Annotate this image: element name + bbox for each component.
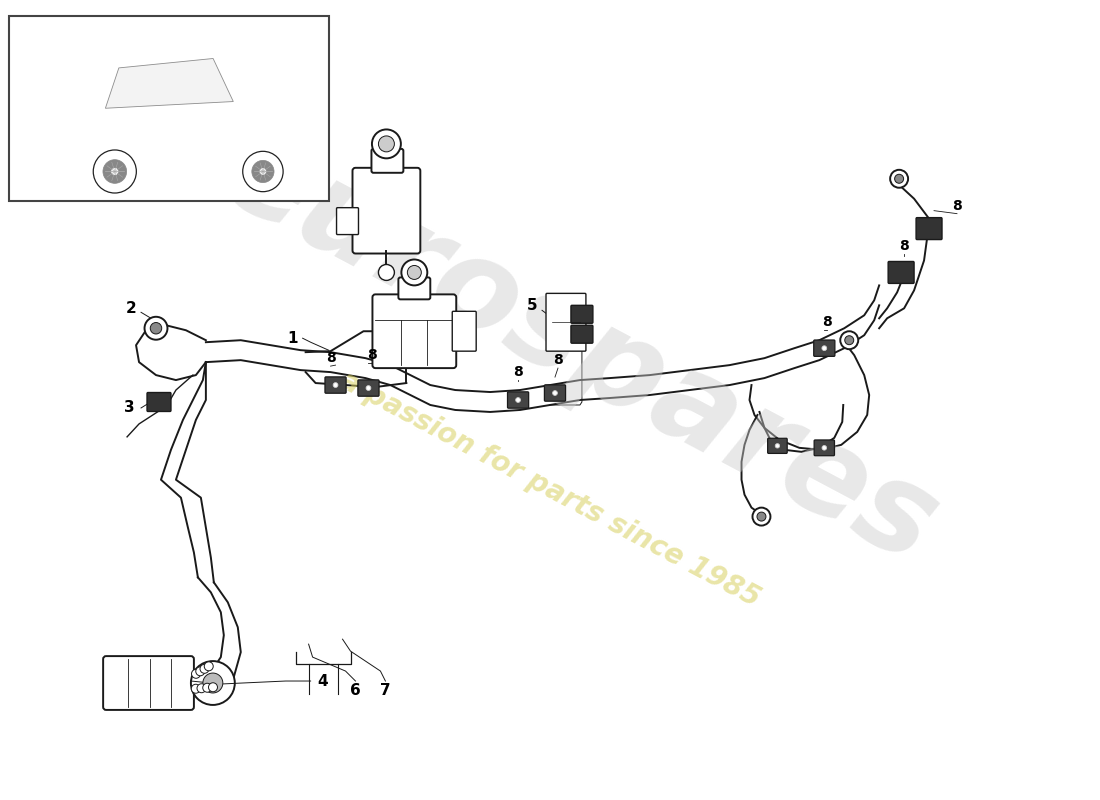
Circle shape	[197, 684, 206, 693]
Circle shape	[196, 667, 205, 676]
FancyBboxPatch shape	[358, 380, 379, 396]
FancyBboxPatch shape	[352, 168, 420, 254]
Text: 8: 8	[553, 353, 563, 367]
Circle shape	[402, 259, 427, 286]
Circle shape	[378, 265, 395, 281]
Text: 4: 4	[317, 674, 328, 689]
FancyBboxPatch shape	[814, 440, 835, 456]
FancyBboxPatch shape	[147, 393, 170, 411]
Circle shape	[103, 160, 127, 183]
FancyBboxPatch shape	[373, 294, 456, 368]
Text: 6: 6	[350, 683, 361, 698]
Text: 3: 3	[124, 401, 134, 415]
FancyBboxPatch shape	[398, 278, 430, 299]
Circle shape	[252, 160, 274, 182]
Text: 8: 8	[899, 238, 909, 253]
Circle shape	[407, 266, 421, 279]
Circle shape	[366, 386, 371, 390]
Circle shape	[822, 346, 827, 350]
Text: eurospares: eurospares	[202, 111, 957, 589]
FancyBboxPatch shape	[372, 149, 404, 173]
FancyBboxPatch shape	[546, 294, 586, 351]
Circle shape	[144, 317, 167, 340]
Text: 8: 8	[953, 198, 961, 213]
FancyBboxPatch shape	[452, 311, 476, 351]
Circle shape	[260, 169, 266, 174]
FancyBboxPatch shape	[103, 656, 194, 710]
Circle shape	[822, 446, 826, 450]
Circle shape	[840, 331, 858, 349]
Circle shape	[845, 336, 854, 345]
Circle shape	[191, 661, 234, 705]
FancyBboxPatch shape	[337, 208, 359, 234]
Circle shape	[757, 512, 766, 521]
FancyBboxPatch shape	[571, 306, 593, 323]
FancyBboxPatch shape	[888, 262, 914, 283]
Circle shape	[516, 398, 520, 402]
Bar	[10, 16, 329, 201]
Circle shape	[372, 130, 400, 158]
FancyBboxPatch shape	[814, 340, 835, 356]
Circle shape	[378, 136, 395, 152]
Circle shape	[191, 670, 200, 678]
Circle shape	[890, 170, 909, 188]
Circle shape	[776, 444, 780, 448]
Text: 8: 8	[823, 315, 833, 330]
FancyBboxPatch shape	[324, 377, 346, 394]
Circle shape	[205, 662, 213, 671]
Circle shape	[200, 664, 209, 674]
FancyBboxPatch shape	[916, 218, 942, 239]
Circle shape	[151, 322, 162, 334]
Circle shape	[191, 684, 200, 694]
Text: 7: 7	[381, 683, 390, 698]
Text: 1: 1	[287, 330, 298, 346]
Text: 8: 8	[367, 348, 377, 362]
Circle shape	[202, 673, 223, 693]
Circle shape	[752, 508, 770, 526]
Circle shape	[202, 683, 211, 692]
Circle shape	[333, 382, 338, 387]
Circle shape	[209, 682, 218, 692]
Text: 2: 2	[125, 301, 136, 316]
Text: 8: 8	[514, 365, 522, 379]
Text: a passion for parts since 1985: a passion for parts since 1985	[336, 366, 764, 613]
FancyBboxPatch shape	[571, 326, 593, 343]
FancyBboxPatch shape	[768, 438, 788, 454]
Circle shape	[111, 168, 118, 174]
Circle shape	[552, 390, 558, 395]
FancyBboxPatch shape	[507, 392, 529, 408]
Text: 5: 5	[527, 298, 538, 313]
Text: 8: 8	[326, 351, 336, 365]
Circle shape	[894, 174, 903, 183]
Polygon shape	[106, 58, 233, 108]
FancyBboxPatch shape	[544, 385, 565, 401]
